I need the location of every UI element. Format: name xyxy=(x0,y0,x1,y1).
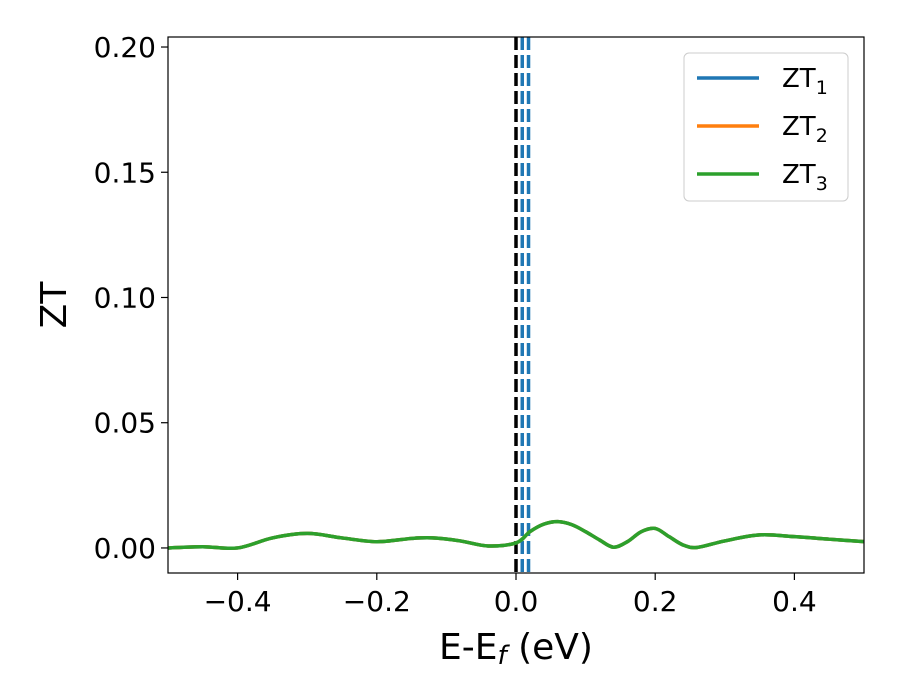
x-axis-ticks: −0.4 −0.2 0.0 0.2 0.4 xyxy=(204,573,817,618)
x-tick-label: 0.0 xyxy=(494,585,539,618)
x-axis-title-space xyxy=(507,627,518,668)
y-axis-ticks: 0.00 0.05 0.10 0.15 0.20 xyxy=(94,31,168,565)
series-line-3 xyxy=(168,519,864,551)
legend: ZT1 ZT2 ZT3 xyxy=(683,52,849,202)
x-axis-title-unit: (eV) xyxy=(518,627,593,668)
series-lines xyxy=(168,519,864,551)
x-axis-title: E-Ef (eV) xyxy=(439,627,593,671)
y-tick-label: 0.15 xyxy=(94,156,156,189)
y-tick-label: 0.05 xyxy=(94,407,156,440)
y-tick-label: 0.10 xyxy=(94,281,156,314)
x-tick-label: 0.2 xyxy=(633,585,678,618)
x-tick-label: 0.4 xyxy=(772,585,817,618)
legend-label-2: ZT2 xyxy=(782,112,828,147)
y-tick-label: 0.00 xyxy=(94,532,156,565)
y-axis-title: ZT xyxy=(34,281,75,329)
x-tick-label: −0.2 xyxy=(343,585,411,618)
x-tick-label: −0.4 xyxy=(204,585,272,618)
y-tick-label: 0.20 xyxy=(94,31,156,64)
legend-label-1: ZT1 xyxy=(782,64,828,99)
legend-label-3: ZT3 xyxy=(782,160,828,195)
legend-box xyxy=(683,52,849,202)
x-axis-title-main: E-E xyxy=(439,627,497,668)
